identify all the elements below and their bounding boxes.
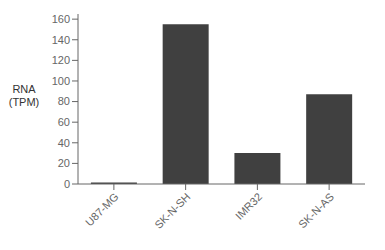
svg-text:SK-N-AS: SK-N-AS [296, 190, 336, 230]
svg-text:U87-MG: U87-MG [83, 190, 121, 228]
svg-text:100: 100 [52, 75, 70, 87]
svg-text:80: 80 [58, 95, 70, 107]
svg-text:60: 60 [58, 116, 70, 128]
svg-text:120: 120 [52, 54, 70, 66]
svg-text:140: 140 [52, 34, 70, 46]
svg-text:160: 160 [52, 13, 70, 25]
svg-text:0: 0 [64, 178, 70, 190]
svg-text:SK-N-SH: SK-N-SH [152, 190, 193, 231]
svg-text:40: 40 [58, 137, 70, 149]
svg-text:20: 20 [58, 157, 70, 169]
svg-text:IMR32: IMR32 [233, 190, 264, 221]
svg-text:RNA(TPM): RNA(TPM) [9, 83, 40, 108]
